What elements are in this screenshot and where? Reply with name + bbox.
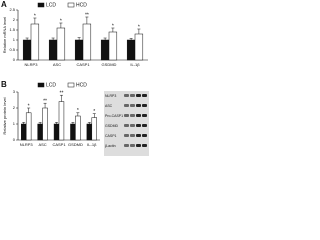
- y-axis-label: Relative protein level: [2, 97, 7, 134]
- blot-band: [142, 124, 147, 127]
- blot-label: ASC: [105, 104, 113, 108]
- blot-band: [130, 104, 135, 107]
- blot-band: [136, 114, 141, 117]
- y-tick-label: 2.5: [9, 7, 15, 12]
- bar: [48, 39, 58, 61]
- significance: **: [85, 12, 89, 18]
- x-tick-label: ASC: [53, 62, 61, 67]
- blot-band: [142, 94, 147, 97]
- panel-label: A: [1, 0, 7, 9]
- blot-band: [136, 134, 141, 137]
- blot-band: [130, 124, 135, 127]
- significance: *: [93, 109, 95, 115]
- bar: [58, 101, 65, 141]
- significance: *: [60, 18, 62, 24]
- blot-band: [124, 104, 129, 107]
- bar: [100, 39, 110, 61]
- significance: *: [112, 23, 114, 29]
- legend-label: HCD: [76, 82, 87, 88]
- blot-band: [136, 104, 141, 107]
- y-tick-label: 1: [13, 121, 16, 126]
- blot-band: [136, 124, 141, 127]
- x-tick-label: NLRP3: [20, 142, 34, 147]
- significance: **: [60, 91, 64, 97]
- bar: [70, 123, 76, 141]
- bar: [42, 107, 48, 141]
- x-tick-label: GSDMD: [68, 142, 83, 147]
- x-tick-label: IL-1β: [130, 62, 140, 67]
- blot-label: GSDMD: [105, 124, 119, 128]
- legend-label: HCD: [76, 2, 87, 8]
- bar: [126, 39, 136, 61]
- blot-band: [130, 94, 135, 97]
- bar: [108, 31, 118, 61]
- blot-band: [124, 144, 129, 147]
- y-tick-label: 0: [13, 137, 16, 142]
- blot-band: [142, 144, 147, 147]
- x-tick-label: NLRP3: [25, 62, 39, 67]
- blot-band: [124, 134, 129, 137]
- bar: [86, 123, 93, 141]
- y-tick-label: 0: [13, 57, 16, 62]
- blot-band: [130, 144, 135, 147]
- y-tick-label: 1: [13, 37, 16, 42]
- bar: [30, 23, 40, 61]
- x-tick-label: IL-1β: [87, 142, 97, 147]
- blot-label: β-actin: [105, 144, 116, 148]
- x-tick-label: CASP1: [52, 142, 66, 147]
- y-axis-label: Relative mRNA level: [2, 17, 7, 54]
- blot-band: [142, 104, 147, 107]
- y-tick-label: 2: [13, 17, 16, 22]
- blot-label: CASP1: [105, 134, 117, 138]
- blot-band: [124, 114, 129, 117]
- y-tick-label: 2: [13, 105, 16, 110]
- significance: *: [34, 13, 36, 19]
- blot-band: [124, 94, 129, 97]
- bar: [82, 23, 92, 61]
- blot-band: [130, 114, 135, 117]
- bar: [53, 123, 60, 141]
- legend-swatch: [37, 2, 45, 8]
- bar: [25, 112, 32, 141]
- x-tick-label: GSDMD: [102, 62, 117, 67]
- bar: [37, 123, 43, 141]
- bar: [22, 39, 32, 61]
- legend-swatch: [67, 2, 75, 8]
- bar: [74, 39, 84, 61]
- blot-band: [142, 114, 147, 117]
- bar: [75, 115, 81, 141]
- blot-label: Pro-CASP1: [105, 114, 123, 118]
- blot-label: NLRP3: [105, 94, 116, 98]
- blot-band: [124, 124, 129, 127]
- blot-band: [142, 134, 147, 137]
- legend-label: LCD: [46, 2, 56, 8]
- bar: [91, 117, 97, 141]
- blot-band: [136, 144, 141, 147]
- y-tick-label: 1.5: [9, 27, 15, 32]
- bar: [134, 33, 144, 61]
- panel-label: B: [1, 80, 7, 89]
- legend-swatch: [37, 82, 45, 88]
- legend-swatch: [67, 82, 75, 88]
- y-tick-label: 3: [13, 89, 16, 94]
- y-tick-label: 0.5: [9, 47, 15, 52]
- legend-label: LCD: [46, 82, 56, 88]
- blot-band: [136, 94, 141, 97]
- significance: *: [138, 24, 140, 30]
- figure: A Relative mRNA level 0 0.5 1 1.5 2 2.5 LCD HCD NL…: [1, 0, 149, 156]
- significance: *: [28, 103, 30, 109]
- bar: [21, 123, 27, 141]
- x-tick-label: CASP1: [76, 62, 90, 67]
- blot-band: [130, 134, 135, 137]
- bar: [56, 27, 66, 61]
- significance: **: [43, 99, 47, 105]
- significance: *: [77, 108, 79, 114]
- x-tick-label: ASC: [38, 142, 46, 147]
